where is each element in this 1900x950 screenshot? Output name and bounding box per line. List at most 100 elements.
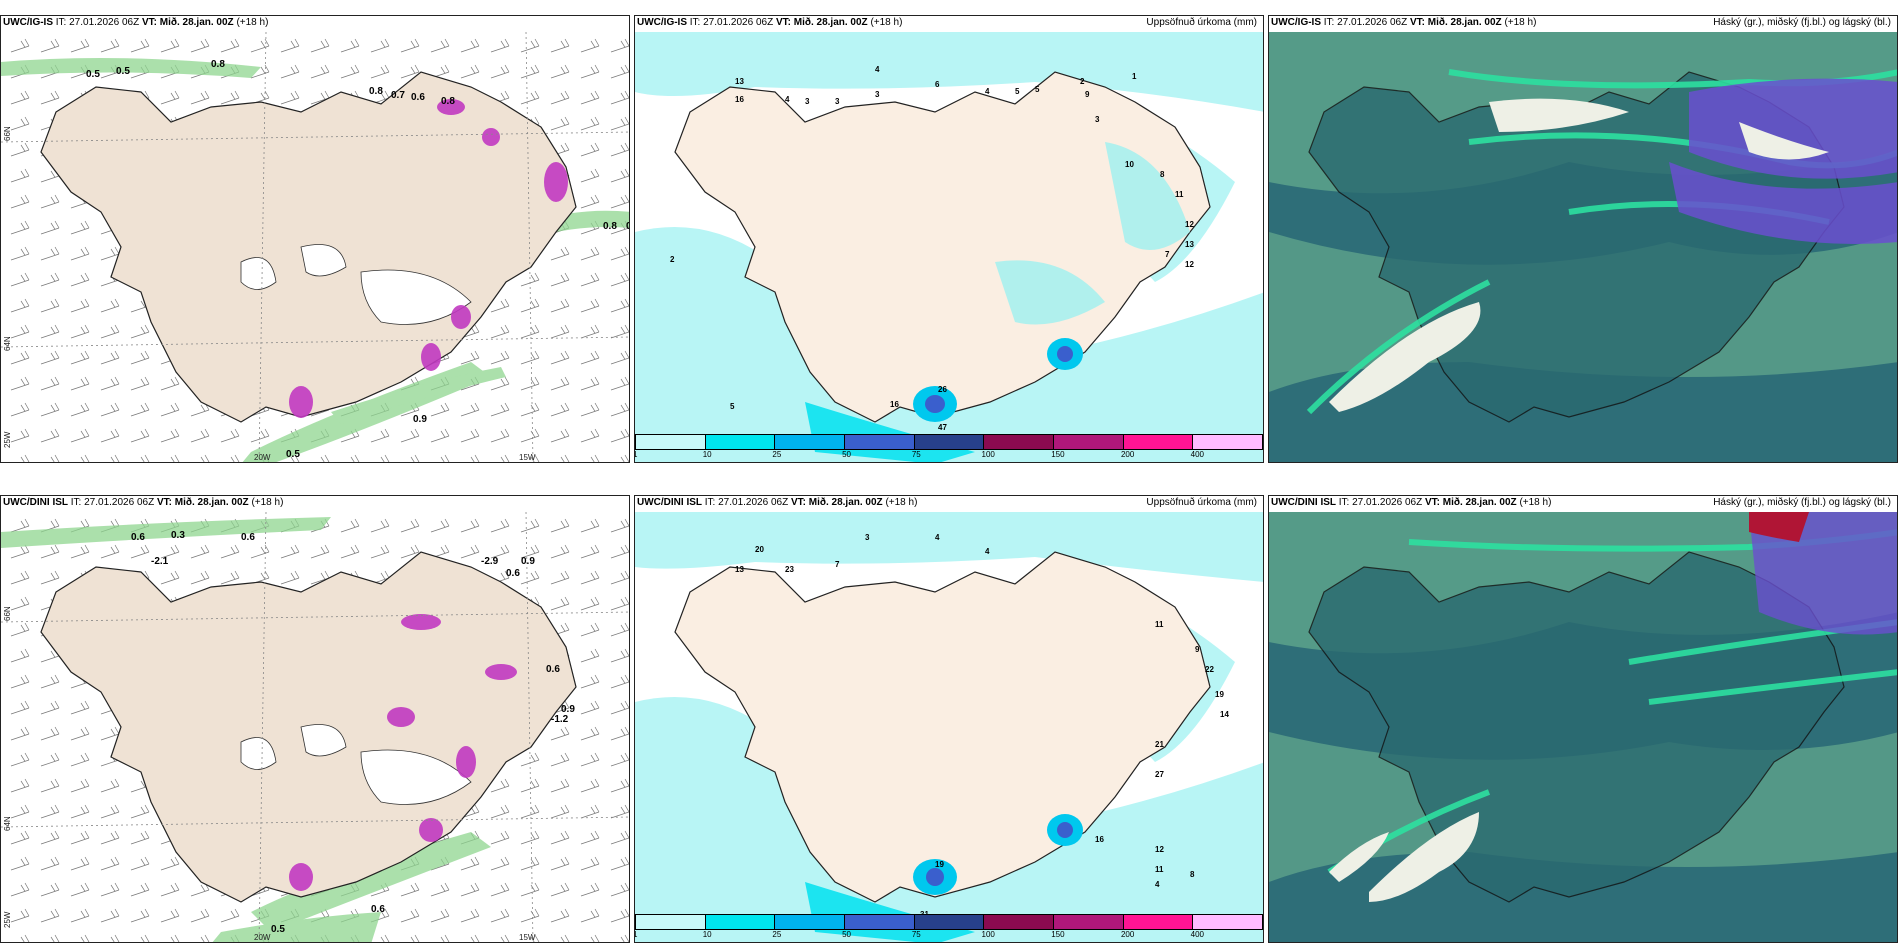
wind-barb [130,376,150,391]
value-label: 4 [985,87,990,96]
wind-barb [550,908,570,923]
wind-barb [10,90,30,105]
legend-labels: 1 10 25 50 75 100 150 200 400 [635,930,1263,940]
legend-label: 25 [772,930,782,939]
wind-barb [40,272,60,287]
wind-barb [10,804,30,819]
value-label: 13 [1185,240,1194,249]
wind-barb [10,194,30,209]
wind-barb [520,428,540,443]
wind-barb [460,882,480,897]
iceland-landmass [674,71,1211,423]
wind-barb [520,376,540,391]
wind-barb [380,934,390,942]
wind-barb [610,246,629,261]
wind-barb [430,402,450,417]
value-label: 0.8 [626,221,630,232]
wind-barb [70,376,90,391]
value-label: 0.5 [116,66,130,77]
wind-barb [190,428,210,443]
value-label: 0.9 [561,704,575,715]
value-label: 0.8 [211,59,225,70]
value-label: 12 [1185,260,1194,269]
low-cloud [1329,98,1829,412]
wind-barb [580,648,600,663]
precip-cores [289,99,568,418]
wind-barb [580,752,600,767]
wind-barb [10,830,30,845]
wind-barb [220,570,240,585]
wind-barb [550,804,570,819]
wind-barb [550,518,570,533]
wind-barb [130,428,150,443]
wind-barb [100,908,120,923]
wind-barb [620,934,629,942]
wind-barb [400,544,420,559]
panel-field-title: Háský (gr.), miðský (fj.bl.) og lágský (… [1713,17,1891,28]
wind-barb [70,752,90,767]
wind-barb [110,934,120,942]
wind-barb [560,934,570,942]
wind-barb [200,934,210,942]
wind-barb [220,544,240,559]
wind-barb [170,454,180,462]
value-label: 9 [1195,645,1200,654]
wind-barb [610,752,629,767]
value-label: 0.3 [171,530,185,541]
wind-barb [520,64,540,79]
wind-barb [140,934,150,942]
vt-label: VT: Mið. 28.jan. 00Z [775,17,868,28]
wind-barb [40,324,60,339]
lead-time: (+18 h) [251,497,284,508]
wind-barb [400,38,420,53]
wind-barb [610,570,629,585]
value-label: 3 [875,90,880,99]
wind-barb [190,570,210,585]
wind-barb [220,38,240,53]
wind-barb [520,570,540,585]
legend-label: 400 [1190,450,1205,459]
wind-barb [470,934,480,942]
value-label: 11 [1175,190,1184,199]
wind-barb [610,596,629,611]
wind-barb [580,570,600,585]
wind-barb [40,830,60,845]
value-label: 3 [805,97,810,106]
it-label: IT: [70,497,82,508]
wind-barb [10,726,30,741]
glaciers [240,244,472,325]
wind-barb [40,804,60,819]
wind-barb [550,402,570,417]
it-value: 27.01.2026 06Z [1337,17,1408,28]
wind-barb [550,726,570,741]
wind-barb [100,544,120,559]
value-label: 0.9 [521,556,535,567]
value-label: 21 [1155,740,1164,749]
panel-title: UWC/DINI ISL IT: 27.01.2026 06Z VT: Mið.… [1271,497,1551,508]
legend-swatch [845,435,915,449]
legend-label: 200 [1120,930,1135,939]
value-label: 14 [1220,710,1229,719]
wind-barb [400,518,420,533]
iceland-landmass [674,551,1211,903]
precip-legend: 1 10 25 50 75 100 150 200 400 [635,434,1263,460]
legend-swatch [705,915,776,929]
wind-barb [10,376,30,391]
value-label: 12 [1185,220,1194,229]
value-label: 4 [1155,880,1160,889]
legend-label: 50 [842,450,852,459]
wind-barb [340,38,360,53]
value-label: 8 [1160,170,1165,179]
wind-barb [100,402,120,417]
wind-barb [70,700,90,715]
panel-field-title: Uppsöfnuð úrkoma (mm) [1146,17,1257,28]
wind-barb [10,298,30,313]
wind-barb [550,376,570,391]
it-value: 27.01.2026 06Z [1352,497,1423,508]
wind-barb [490,428,510,443]
map-precipitation: 1316433463455219310811121371226164743254 [635,32,1263,462]
wind-barb [490,778,510,793]
wind-barb [550,298,570,313]
wind-barb [610,856,629,871]
value-label: 47 [938,423,947,432]
